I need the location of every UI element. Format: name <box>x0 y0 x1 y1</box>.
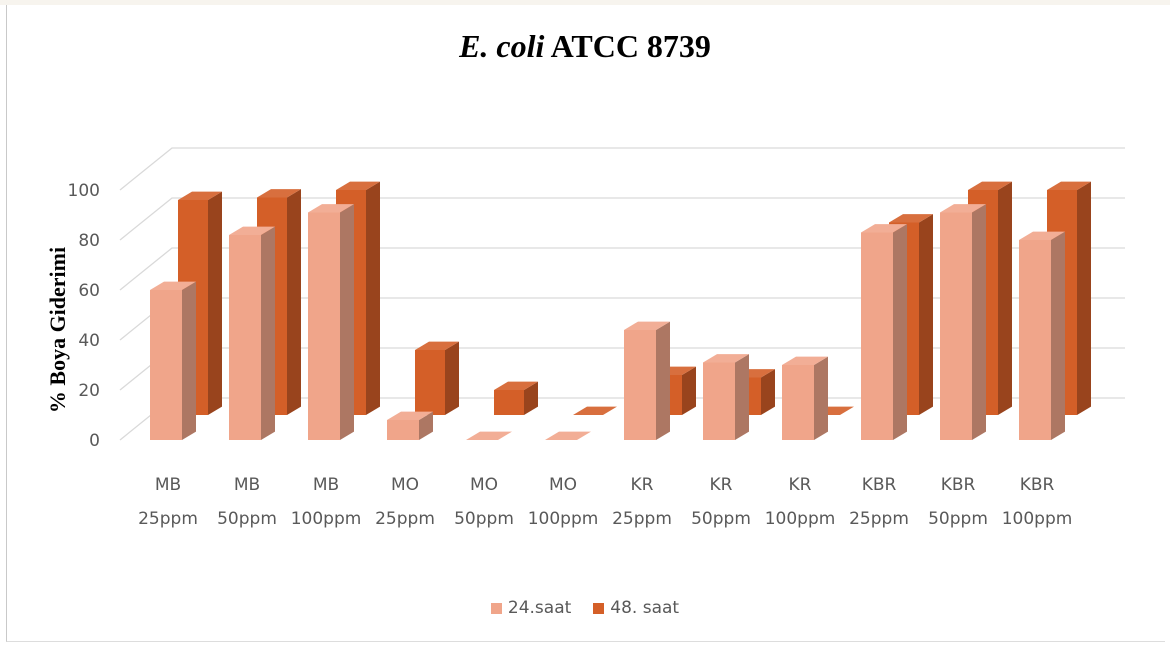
category-label-line2: 25ppm <box>375 509 435 529</box>
category-labels: MB 25ppm MB 50ppm MB 100ppm MO 25ppm MO 50ppm MO 10… <box>138 475 1072 529</box>
bar-0 <box>940 204 986 440</box>
bar-0 <box>861 224 907 440</box>
top-strip <box>0 0 1170 5</box>
category-label-line2: 100ppm <box>1002 509 1073 529</box>
category-label-line2: 50ppm <box>217 509 277 529</box>
bar-0 <box>703 354 749 440</box>
y-tick-labels: 0 20 40 60 80 100 <box>68 181 100 451</box>
legend: 24.saat 48. saat <box>0 598 1170 618</box>
category-label-line2: 25ppm <box>138 509 198 529</box>
bar-1 <box>415 341 459 415</box>
gridline <box>119 147 1125 191</box>
category-label-line2: 25ppm <box>612 509 672 529</box>
category-label-line2: 100ppm <box>528 509 599 529</box>
legend-label-24-saat: 24.saat <box>507 598 572 618</box>
category-label-line1: MO <box>391 475 419 495</box>
y-tick-label: 60 <box>78 281 100 301</box>
bar-0 <box>466 431 512 440</box>
category-label-line1: KR <box>789 475 812 495</box>
legend-label-48-saat: 48. saat <box>610 598 680 618</box>
legend-item-48-saat: 48. saat <box>593 598 679 618</box>
chart-title: E. coli ATCC 8739 <box>0 28 1170 65</box>
legend-item-24-saat: 24.saat <box>490 598 572 618</box>
bar-0 <box>782 356 828 440</box>
category-label-line2: 50ppm <box>691 509 751 529</box>
category-label-line2: 100ppm <box>291 509 362 529</box>
category-label-line1: KBR <box>941 475 976 495</box>
y-tick-label: 0 <box>89 431 100 451</box>
gridline <box>119 197 1125 241</box>
y-tick-label: 100 <box>68 181 100 201</box>
bar-0 <box>229 226 275 440</box>
category-label-line1: MB <box>313 475 339 495</box>
bars <box>150 181 1091 440</box>
y-tick-label: 80 <box>78 231 100 251</box>
legend-swatch-24-saat <box>490 602 502 614</box>
category-label-line1: KBR <box>862 475 897 495</box>
category-label-line1: MO <box>470 475 498 495</box>
category-label-line1: MO <box>549 475 577 495</box>
bar-1 <box>494 381 538 415</box>
category-label-line1: MB <box>234 475 260 495</box>
category-label-line2: 50ppm <box>928 509 988 529</box>
y-tick-label: 40 <box>78 331 100 351</box>
bar-0 <box>624 321 670 440</box>
chart-title-rest: ATCC 8739 <box>550 28 711 64</box>
category-label-line1: KBR <box>1020 475 1055 495</box>
bar-0 <box>387 411 433 440</box>
bar-0 <box>308 204 354 440</box>
chart-title-italic: E. coli <box>459 28 545 64</box>
bar-0 <box>1019 231 1065 440</box>
category-label-line1: KR <box>631 475 654 495</box>
category-label-line2: 100ppm <box>765 509 836 529</box>
category-label-line1: KR <box>710 475 733 495</box>
legend-swatch-48-saat <box>593 602 605 614</box>
bar-0 <box>545 431 591 440</box>
category-label-line1: MB <box>155 475 181 495</box>
category-label-line2: 50ppm <box>454 509 514 529</box>
bar-1 <box>573 406 617 415</box>
gridline <box>119 247 1125 291</box>
y-tick-label: 20 <box>78 381 100 401</box>
category-label-line2: 25ppm <box>849 509 909 529</box>
bar-0 <box>150 281 196 440</box>
